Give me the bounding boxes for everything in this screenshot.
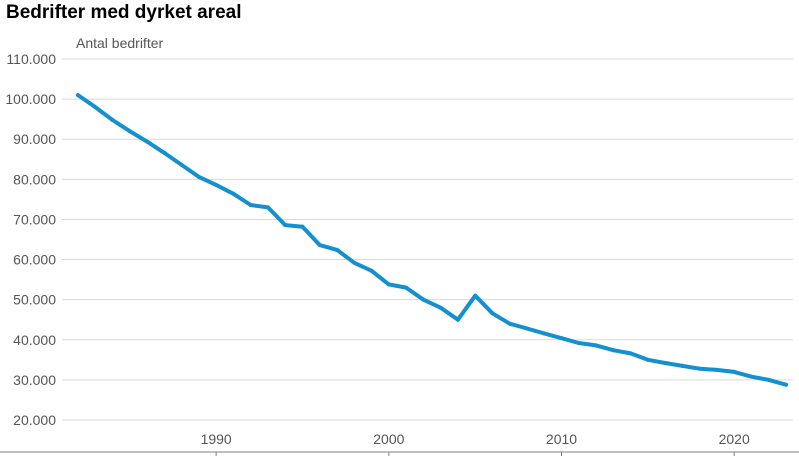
series-layer [76, 93, 788, 387]
y-tick-label: 20.000 [13, 412, 56, 428]
data-point [404, 285, 409, 290]
series-line [76, 93, 788, 387]
data-point [732, 369, 737, 374]
data-point [214, 182, 219, 187]
data-point [335, 247, 340, 252]
x-tick-label: 1990 [201, 431, 232, 447]
y-axis-label: Antal bedrifter [76, 35, 163, 51]
y-tick-label: 60.000 [13, 252, 56, 268]
data-point [490, 311, 495, 316]
data-point [231, 191, 236, 196]
y-tick-label: 40.000 [13, 332, 56, 348]
data-point [524, 326, 529, 331]
data-point [127, 129, 132, 134]
y-tick-label: 80.000 [13, 171, 56, 187]
chart-title: Bedrifter med dyrket areal [6, 2, 242, 23]
data-point [93, 105, 98, 110]
x-tick-label: 2010 [546, 431, 577, 447]
data-point [455, 317, 460, 322]
y-tick-label: 90.000 [13, 131, 56, 147]
data-point [179, 162, 184, 167]
y-tick-label: 110.000 [6, 51, 56, 67]
data-point [317, 243, 322, 248]
data-point [162, 150, 167, 155]
data-point [352, 260, 357, 265]
data-point [300, 224, 305, 229]
data-point [645, 357, 650, 362]
data-point [473, 293, 478, 298]
data-point [76, 93, 80, 98]
data-point [594, 343, 599, 348]
data-point [680, 363, 685, 368]
gridlines [62, 58, 793, 421]
y-tick-label: 50.000 [13, 292, 56, 308]
data-point [110, 117, 115, 122]
data-point [283, 223, 288, 228]
data-point [196, 174, 201, 179]
data-point [714, 367, 719, 372]
data-point [248, 203, 253, 208]
data-point [784, 382, 788, 387]
data-point [749, 374, 754, 379]
data-point [766, 377, 771, 382]
y-tick-label: 100.000 [5, 91, 56, 107]
x-axis-ticks: 1990 2000 2010 2020 [201, 431, 750, 456]
data-point [542, 331, 547, 336]
data-point [628, 351, 633, 356]
data-point [507, 321, 512, 326]
data-point [421, 297, 426, 302]
data-point [663, 361, 668, 366]
x-tick-label: 2020 [719, 431, 750, 447]
data-point [386, 282, 391, 287]
data-point [576, 340, 581, 345]
data-point [611, 348, 616, 353]
y-tick-label: 70.000 [13, 211, 56, 227]
data-point [438, 305, 443, 310]
data-point [369, 268, 374, 273]
x-tick-label: 2000 [373, 431, 404, 447]
y-tick-label: 30.000 [13, 372, 56, 388]
y-axis-ticks: 110.000 100.000 90.000 80.000 70.000 60.000 50… [5, 51, 56, 428]
data-point [145, 139, 150, 144]
data-point [265, 205, 270, 210]
data-point [697, 366, 702, 371]
data-point [559, 336, 564, 341]
